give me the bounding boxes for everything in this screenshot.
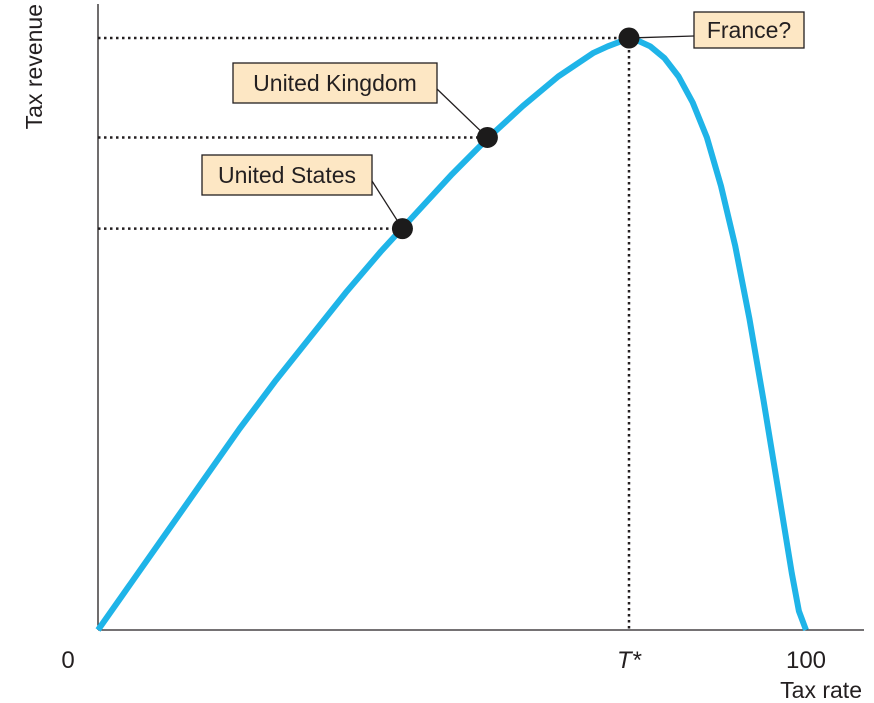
x-axis-label: Tax rate [780, 677, 862, 703]
label-text: France? [707, 17, 791, 43]
label-box [232, 62, 438, 104]
point-labels: United States United Kingdom France? [201, 11, 805, 196]
laffer-curve-line [95, 35, 809, 632]
reference-lines [98, 36, 631, 630]
point-label-0: United States [201, 154, 373, 196]
label-box [693, 11, 805, 49]
x-tick-label-2: 100 [786, 647, 826, 674]
x-tick-label-1: T* [617, 647, 642, 674]
axes [97, 4, 864, 631]
data-point-france [618, 27, 640, 49]
label-text: United Kingdom [253, 70, 417, 96]
label-text: United States [218, 162, 356, 188]
point-label-1: United Kingdom [232, 62, 438, 104]
label-box [201, 154, 373, 196]
x-tick-label-0: 0 [61, 647, 74, 674]
x-tick-labels: 0 T* 100 [61, 647, 826, 674]
point-label-2: France? [693, 11, 805, 49]
data-point-united-kingdom [476, 126, 498, 148]
y-axis-label: Tax revenue [21, 4, 47, 129]
leader-line-2 [628, 35, 695, 39]
data-points [391, 27, 640, 240]
data-point-united-states [391, 218, 413, 240]
leader-line-1 [436, 88, 488, 138]
